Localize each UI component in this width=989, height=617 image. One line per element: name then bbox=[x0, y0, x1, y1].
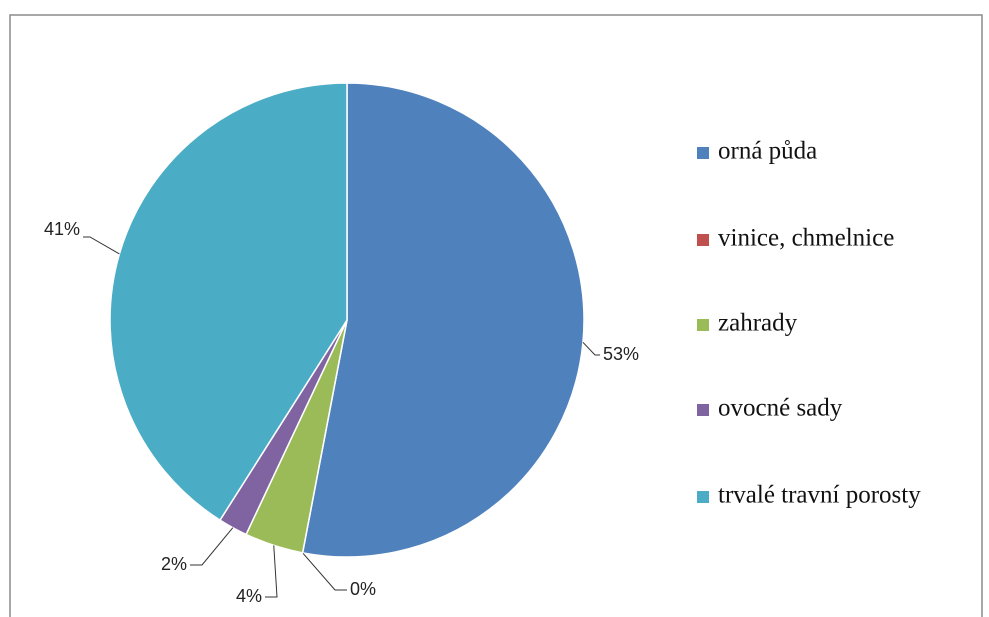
legend-label: vinice, chmelnice bbox=[718, 225, 894, 252]
data-label: 53% bbox=[603, 344, 639, 364]
leader-line bbox=[582, 341, 600, 356]
legend-label: trvalé travní porosty bbox=[718, 482, 921, 509]
data-label: 0% bbox=[350, 579, 376, 599]
leader-line bbox=[302, 552, 347, 591]
data-label: 4% bbox=[236, 586, 262, 606]
chart-frame bbox=[9, 14, 983, 617]
leader-line bbox=[190, 527, 234, 566]
data-label: 41% bbox=[44, 219, 80, 239]
legend-swatch bbox=[697, 319, 709, 331]
legend-swatch bbox=[697, 234, 709, 246]
legend-swatch bbox=[697, 147, 709, 159]
data-label: 2% bbox=[161, 554, 187, 574]
leader-line bbox=[265, 545, 278, 598]
legend-label: zahrady bbox=[718, 310, 798, 337]
legend-label: orná půda bbox=[718, 138, 817, 165]
legend-label: ovocné sady bbox=[718, 395, 843, 422]
leader-line bbox=[83, 236, 120, 255]
legend-swatch bbox=[697, 404, 709, 416]
legend-swatch bbox=[697, 491, 709, 503]
